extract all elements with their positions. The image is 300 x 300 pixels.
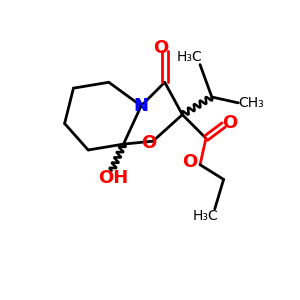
Text: O: O <box>141 134 156 152</box>
Text: CH₃: CH₃ <box>239 96 265 110</box>
Text: O: O <box>222 115 237 133</box>
Text: O: O <box>182 153 197 171</box>
Text: O: O <box>153 39 168 57</box>
Text: H₃C: H₃C <box>177 50 203 64</box>
Text: H₃C: H₃C <box>193 209 219 223</box>
Text: OH: OH <box>98 169 128 187</box>
Text: N: N <box>134 97 149 115</box>
